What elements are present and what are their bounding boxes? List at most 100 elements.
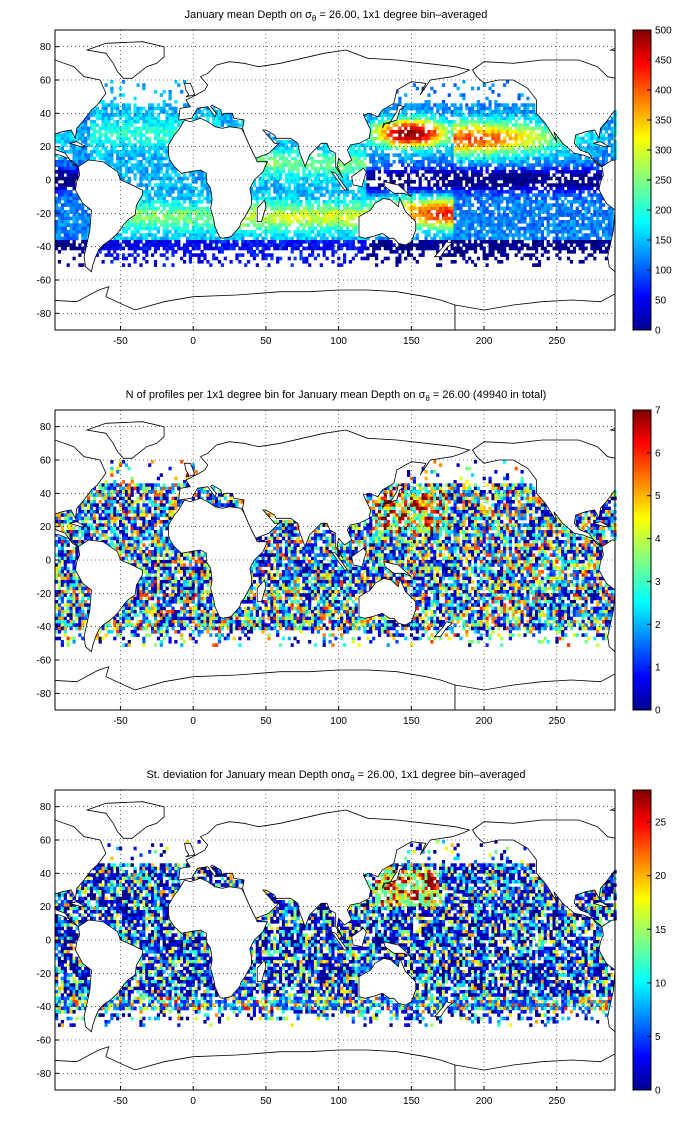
heatmap-cell [340, 210, 344, 214]
heatmap-cell [505, 153, 510, 157]
heatmap-cell [273, 153, 277, 157]
heatmap-cell [284, 240, 288, 244]
heatmap-cell [191, 246, 195, 251]
heatmap-cell [377, 236, 382, 241]
heatmap-cell [72, 243, 76, 247]
heatmap-cell [488, 103, 492, 107]
heatmap-cell [386, 110, 390, 114]
heatmap-cell [500, 130, 504, 134]
heatmap-cell [180, 90, 184, 94]
heatmap-cell [127, 136, 131, 141]
heatmap-cell [322, 213, 326, 217]
heatmap-cell [593, 200, 597, 204]
heatmap-cell [468, 120, 472, 124]
heatmap-cell [398, 173, 402, 177]
heatmap-cell [293, 166, 297, 171]
heatmap-cell [444, 106, 448, 111]
heatmap-cell [505, 126, 510, 131]
heatmap-cell [156, 200, 160, 204]
heatmap-cell [523, 206, 527, 211]
heatmap-cell [258, 233, 262, 237]
heatmap-cell [476, 113, 480, 117]
heatmap-cell [543, 173, 547, 177]
heatmap-cell [328, 163, 332, 167]
heatmap-cell [200, 190, 204, 194]
heatmap-cell [360, 153, 364, 157]
heatmap-cell [168, 136, 172, 141]
heatmap-cell [325, 220, 329, 224]
heatmap-cell [599, 133, 603, 137]
heatmap-cell [503, 236, 507, 241]
heatmap-cell [151, 173, 155, 177]
heatmap-cell [69, 243, 73, 247]
heatmap-cell [380, 116, 384, 121]
heatmap-cell [479, 230, 483, 234]
heatmap-cell [159, 243, 163, 247]
heatmap-cell [296, 180, 300, 184]
heatmap-cell [180, 186, 184, 191]
heatmap-cell [552, 236, 556, 241]
heatmap-cell [226, 240, 230, 244]
heatmap-cell [398, 246, 402, 251]
heatmap-cell [444, 163, 448, 167]
heatmap-cell [479, 180, 483, 184]
heatmap-cell [491, 223, 495, 227]
heatmap-cell [296, 216, 300, 221]
heatmap-cell [471, 226, 475, 231]
heatmap-cell [252, 206, 256, 211]
heatmap-cell [287, 180, 291, 184]
heatmap-cell [130, 123, 134, 127]
heatmap-cell [436, 243, 440, 247]
heatmap-cell [407, 140, 411, 144]
heatmap-cell [552, 166, 556, 171]
heatmap-cell [465, 153, 469, 157]
heatmap-cell [540, 210, 544, 214]
heatmap-cell [276, 186, 280, 191]
heatmap-cell [383, 143, 387, 147]
heatmap-cell [450, 163, 454, 167]
heatmap-cell [572, 166, 576, 171]
heatmap-cell [555, 200, 559, 204]
heatmap-cell [392, 113, 396, 117]
heatmap-cell [325, 153, 329, 157]
heatmap-cell [409, 160, 414, 164]
heatmap-cell [159, 170, 163, 174]
heatmap-cell [398, 143, 402, 147]
heatmap-cell [351, 190, 355, 194]
heatmap-cell [415, 123, 419, 127]
heatmap-cell [130, 243, 134, 247]
heatmap-cell [273, 163, 277, 167]
heatmap-cell [485, 120, 489, 124]
heatmap-cell [529, 153, 533, 157]
heatmap-cell [78, 146, 82, 151]
heatmap-cell [316, 153, 320, 157]
heatmap-cell [180, 180, 184, 184]
heatmap-cell [290, 213, 294, 217]
heatmap-cell [110, 146, 114, 151]
heatmap-cell [279, 176, 283, 181]
heatmap-cell [343, 206, 347, 211]
heatmap-cell [427, 226, 431, 231]
heatmap-cell [148, 226, 152, 231]
heatmap-cell [430, 196, 434, 201]
heatmap-cell [462, 80, 466, 84]
heatmap-cell [206, 196, 210, 201]
heatmap-cell [139, 206, 143, 211]
heatmap-cell [325, 246, 329, 251]
heatmap-cell [471, 113, 475, 117]
heatmap-cell [407, 103, 411, 107]
heatmap-cell [607, 216, 611, 221]
heatmap-cell [526, 186, 530, 191]
heatmap-cell [500, 126, 504, 131]
heatmap-cell [55, 230, 59, 234]
heatmap-cell [244, 233, 248, 237]
heatmap-cell [450, 233, 454, 237]
heatmap-cell [168, 130, 172, 134]
heatmap-cell [366, 206, 370, 211]
heatmap-cell [497, 200, 501, 204]
heatmap-cell [447, 236, 451, 241]
heatmap-cell [488, 213, 492, 217]
heatmap-cell [497, 246, 501, 251]
heatmap-cell [529, 230, 533, 234]
heatmap-cell [418, 143, 422, 147]
